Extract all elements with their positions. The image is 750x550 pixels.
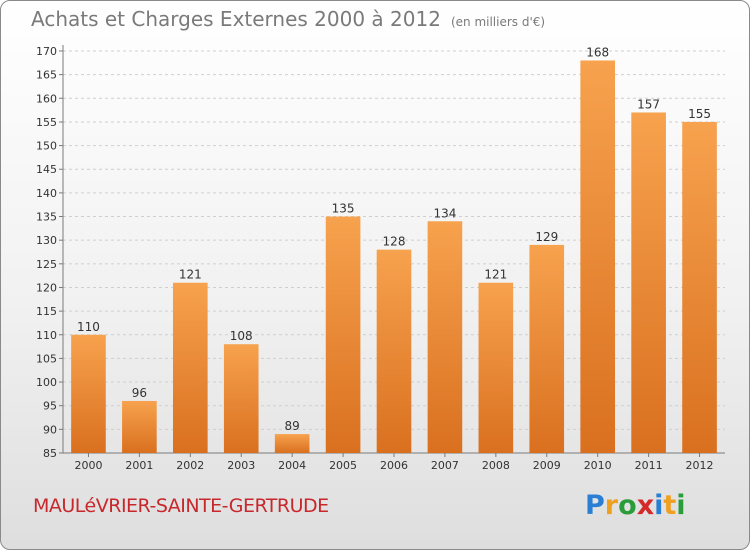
location-label: MAULéVRIER-SAINTE-GERTRUDE bbox=[33, 495, 329, 517]
bar-2009 bbox=[529, 244, 565, 453]
chart-subtitle: (en milliers d'€) bbox=[450, 15, 546, 29]
bar-2004 bbox=[274, 434, 310, 453]
x-tick-label-2002: 2002 bbox=[176, 459, 204, 472]
y-tick-label: 85 bbox=[43, 447, 57, 460]
logo-letter: r bbox=[604, 490, 619, 521]
y-tick-label: 90 bbox=[43, 423, 57, 436]
y-tick-label: 120 bbox=[36, 281, 57, 294]
data-label-2000: 110 bbox=[77, 320, 100, 334]
x-tick-label-2010: 2010 bbox=[584, 459, 612, 472]
x-tick-label-2004: 2004 bbox=[278, 459, 306, 472]
y-tick-label: 165 bbox=[36, 69, 57, 82]
x-tick-label-2008: 2008 bbox=[482, 459, 510, 472]
logo-letter: i bbox=[654, 490, 664, 521]
data-label-2004: 89 bbox=[285, 419, 300, 433]
bar-2002 bbox=[172, 282, 208, 453]
x-tick-label-2012: 2012 bbox=[686, 459, 714, 472]
bar-2010 bbox=[580, 60, 616, 453]
data-label-2008: 121 bbox=[484, 268, 507, 282]
x-tick-label-2001: 2001 bbox=[125, 459, 153, 472]
data-label-2012: 155 bbox=[688, 107, 711, 121]
x-tick-label-2000: 2000 bbox=[74, 459, 102, 472]
logo-letter: o bbox=[618, 490, 637, 521]
y-tick-label: 155 bbox=[36, 116, 57, 129]
data-label-2007: 134 bbox=[433, 206, 456, 220]
y-tick-label: 100 bbox=[36, 376, 57, 389]
chart-title-line: Achats et Charges Externes 2000 à 2012 (e… bbox=[31, 7, 545, 31]
data-label-2002: 121 bbox=[179, 268, 202, 282]
y-tick-label: 110 bbox=[36, 329, 57, 342]
y-tick-label: 145 bbox=[36, 163, 57, 176]
x-tick-label-2005: 2005 bbox=[329, 459, 357, 472]
y-tick-label: 105 bbox=[36, 352, 57, 365]
bar-2000 bbox=[71, 334, 106, 453]
x-tick-label-2003: 2003 bbox=[227, 459, 255, 472]
bar-2012 bbox=[682, 121, 717, 454]
y-tick-label: 115 bbox=[36, 305, 57, 318]
y-tick-label: 150 bbox=[36, 140, 57, 153]
bar-2007 bbox=[427, 221, 463, 453]
bar-2006 bbox=[376, 249, 412, 453]
proxiti-logo: Proxiti bbox=[585, 490, 686, 521]
data-label-2003: 108 bbox=[230, 329, 253, 343]
x-tick-label-2006: 2006 bbox=[380, 459, 408, 472]
logo-letter: x bbox=[636, 490, 655, 521]
data-label-2009: 129 bbox=[535, 230, 558, 244]
x-tick-label-2007: 2007 bbox=[431, 459, 459, 472]
logo-letter: P bbox=[585, 490, 605, 521]
logo-letter: i bbox=[676, 490, 686, 521]
y-tick-label: 160 bbox=[36, 92, 57, 105]
data-label-2001: 96 bbox=[132, 386, 147, 400]
y-tick-label: 170 bbox=[36, 45, 57, 58]
data-label-2005: 135 bbox=[332, 202, 355, 216]
y-tick-label: 140 bbox=[36, 187, 57, 200]
y-tick-label: 95 bbox=[43, 400, 57, 413]
data-label-2006: 128 bbox=[383, 235, 406, 249]
logo-letter: t bbox=[663, 490, 677, 521]
bar-2008 bbox=[478, 282, 514, 453]
chart-title: Achats et Charges Externes 2000 à 2012 bbox=[31, 7, 441, 31]
bar-2005 bbox=[325, 216, 361, 453]
y-tick-label: 130 bbox=[36, 234, 57, 247]
bar-2001 bbox=[122, 400, 157, 453]
y-tick-label: 135 bbox=[36, 211, 57, 224]
y-tick-label: 125 bbox=[36, 258, 57, 271]
x-tick-label-2009: 2009 bbox=[533, 459, 561, 472]
bar-2011 bbox=[631, 112, 666, 453]
data-label-2011: 157 bbox=[637, 97, 660, 111]
bar-2003 bbox=[223, 344, 259, 453]
data-label-2010: 168 bbox=[586, 45, 609, 59]
x-tick-label-2011: 2011 bbox=[635, 459, 663, 472]
